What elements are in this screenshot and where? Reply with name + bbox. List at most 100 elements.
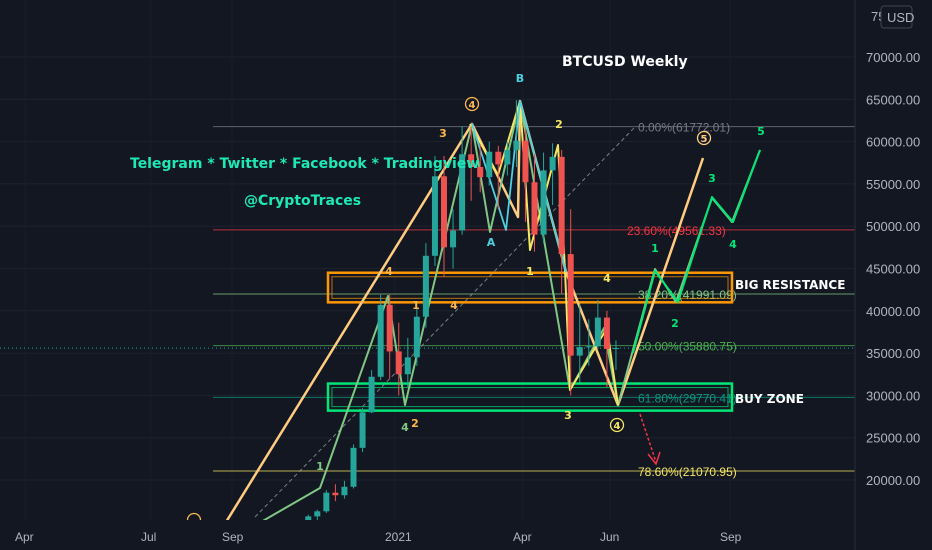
wave-label-4c: 4 — [401, 421, 409, 434]
wave-circle-3-ring — [464, 96, 480, 112]
x-tick-label: Jul — [141, 530, 156, 544]
y-tick-label: 50000.00 — [866, 219, 920, 234]
wave-label-4e: 4 — [385, 265, 393, 278]
candle-body[interactable] — [594, 317, 601, 347]
wave-circle-4-ring — [609, 417, 625, 433]
candle-body[interactable] — [323, 492, 330, 512]
zone-box-inner — [331, 276, 729, 299]
fib-label: 61.80%(29770.41) — [638, 391, 737, 405]
wave-label-a: A — [487, 236, 496, 249]
candle-body[interactable] — [422, 255, 429, 317]
y-tick-label: 35000.00 — [866, 346, 920, 361]
wave-circle-5-ring — [696, 130, 712, 146]
candle-body[interactable] — [468, 154, 475, 167]
wave-label-5: 5 — [757, 125, 765, 138]
candle-body[interactable] — [576, 347, 583, 356]
candle-body[interactable] — [341, 486, 348, 496]
wave-label-1c: 1 — [316, 460, 324, 473]
candle-body[interactable] — [531, 182, 538, 235]
candle-body[interactable] — [431, 176, 438, 256]
candle-body[interactable] — [522, 140, 529, 183]
wave-label-3b: 3 — [564, 409, 572, 422]
x-tick-label: Apr — [15, 530, 34, 544]
x-tick-label: 2021 — [385, 530, 412, 544]
candle-body[interactable] — [359, 412, 366, 448]
wave-label-3: 3 — [439, 127, 447, 140]
x-tick-label: Sep — [222, 530, 244, 544]
candle-body[interactable] — [459, 154, 466, 231]
candle-body[interactable] — [603, 317, 610, 349]
y-tick-label: 65000.00 — [866, 92, 920, 107]
wave-label-2: 2 — [555, 118, 563, 131]
social-text: Telegram * Twitter * Facebook * Tradingv… — [130, 156, 479, 172]
chart-title: BTCUSD Weekly — [562, 54, 688, 70]
candle-body[interactable] — [314, 511, 321, 517]
wave-label-2c: 2 — [671, 317, 679, 330]
wave-label-1b: 1 — [412, 299, 420, 312]
y-tick-label: 40000.00 — [866, 304, 920, 319]
big-resistance-label: BIG RESISTANCE — [735, 278, 845, 292]
candle-body[interactable] — [441, 176, 447, 248]
projection-arrow-head — [647, 451, 661, 466]
zone-box — [326, 271, 734, 304]
candle-body[interactable] — [504, 150, 511, 165]
zone-box-inner — [331, 387, 729, 408]
wave-label-2b: 2 — [411, 417, 419, 430]
wave-label-b: B — [516, 72, 524, 85]
candle-body[interactable] — [386, 304, 393, 352]
buy-zone-label: BUY ZONE — [735, 392, 804, 406]
wave-label-1d: 1 — [651, 242, 659, 255]
time-axis-bg — [0, 520, 855, 550]
candle-body[interactable] — [450, 230, 457, 248]
x-tick-label: Jun — [600, 530, 619, 544]
candle-body[interactable] — [404, 357, 411, 375]
wave-label-3c: 3 — [708, 172, 716, 185]
candle-body[interactable] — [540, 170, 547, 235]
price-axis-bg — [855, 0, 932, 550]
sub-wave-line — [469, 100, 619, 406]
x-tick-label: Apr — [513, 530, 532, 544]
y-tick-label: 60000.00 — [866, 135, 920, 150]
wave-circle-4: 4 — [614, 421, 621, 432]
x-tick-label: Sep — [720, 530, 742, 544]
wave-label-1: 1 — [526, 265, 534, 278]
candle-body[interactable] — [368, 376, 375, 413]
zone-box — [326, 382, 734, 412]
y-tick-label: 20000.00 — [866, 473, 920, 488]
candle-body[interactable] — [377, 304, 384, 377]
fib-label: 38.20%(41991.09) — [638, 288, 737, 302]
candle-body[interactable] — [612, 348, 619, 350]
candle-body[interactable] — [567, 254, 574, 356]
projection-arrow-line — [639, 413, 657, 463]
wave-circle-3: 4 — [469, 100, 476, 111]
wave-label-4d: 4 — [729, 238, 737, 251]
candle-body[interactable] — [558, 156, 565, 255]
wave-circle-5: 5 — [701, 134, 708, 145]
candle-body[interactable] — [486, 151, 493, 178]
projection-wave-line — [632, 149, 761, 354]
wave-label-4b: 4 — [450, 299, 458, 312]
handle-text: @CryptoTraces — [244, 193, 361, 209]
candle-body[interactable] — [332, 492, 339, 496]
candle-body[interactable] — [495, 151, 502, 165]
y-tick-label: 70000.00 — [866, 50, 920, 65]
y-tick-label: 25000.00 — [866, 431, 920, 446]
y-tick-label: 30000.00 — [866, 388, 920, 403]
fib-label: 0.00%(61772.01) — [638, 121, 730, 135]
candle-body[interactable] — [477, 166, 484, 178]
candle-body[interactable] — [585, 346, 592, 348]
candle-body[interactable] — [549, 156, 556, 171]
y-tick-label: 45000.00 — [866, 262, 920, 277]
currency-label: USD — [887, 10, 914, 25]
candle-body[interactable] — [350, 447, 357, 487]
wave-label-4: 4 — [603, 272, 611, 285]
candle-body[interactable] — [513, 140, 520, 151]
candle-body[interactable] — [413, 316, 420, 358]
fib-label: 50.00%(35880.75) — [638, 340, 737, 354]
currency-badge[interactable] — [880, 5, 913, 29]
y-tick-label: 55000.00 — [866, 177, 920, 192]
candle-body[interactable] — [395, 351, 402, 375]
fib-label: 78.60%(21070.95) — [638, 465, 737, 479]
